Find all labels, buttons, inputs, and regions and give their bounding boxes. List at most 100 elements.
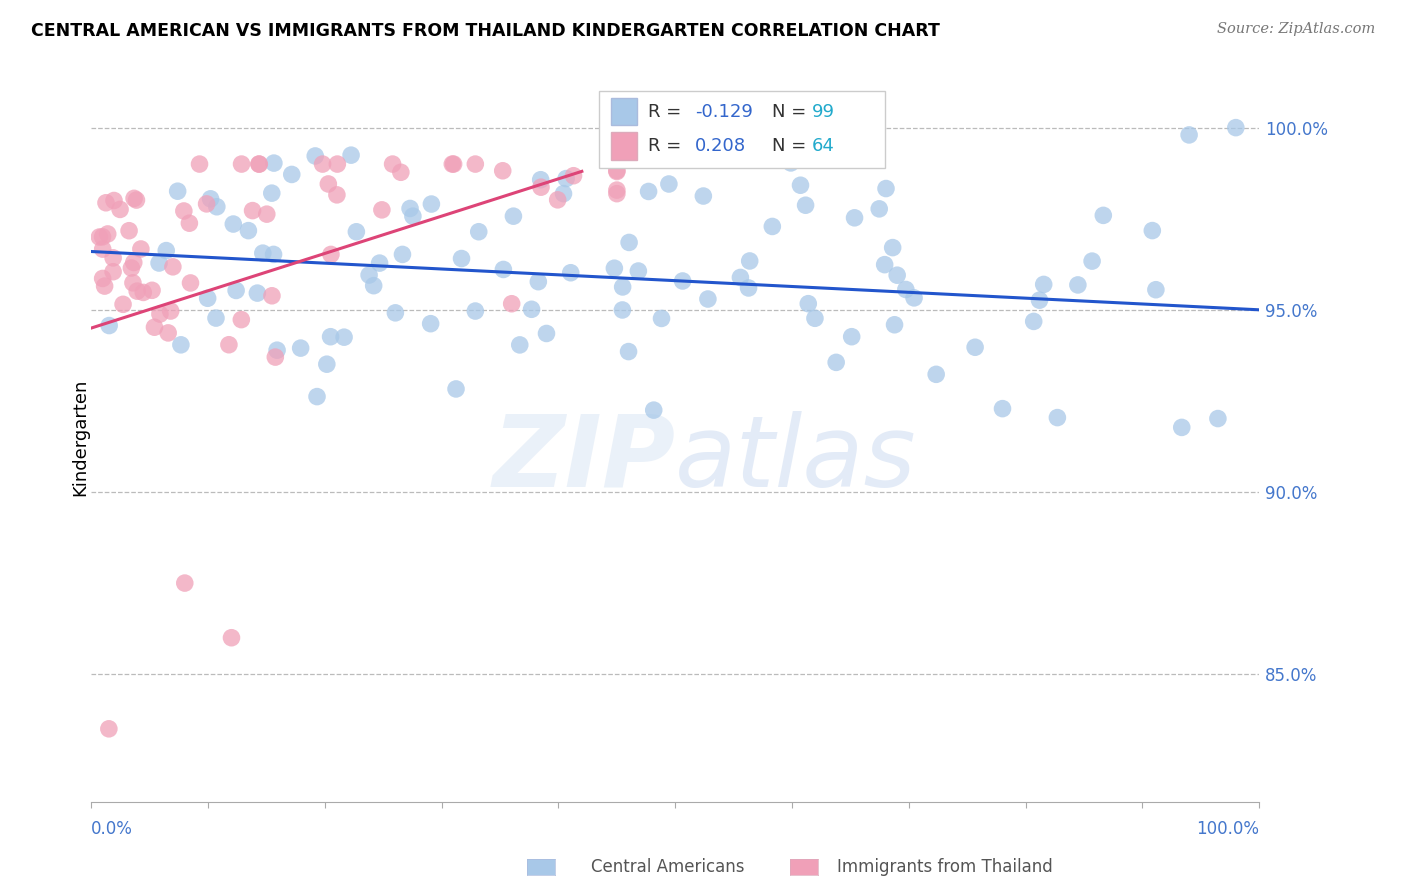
Text: CENTRAL AMERICAN VS IMMIGRANTS FROM THAILAND KINDERGARTEN CORRELATION CHART: CENTRAL AMERICAN VS IMMIGRANTS FROM THAI… [31,22,939,40]
Point [658,177,681,191]
Point [825,355,848,369]
Point [246,286,269,301]
Point [883,318,905,332]
Point [560,266,582,280]
Point [315,357,337,371]
Point [547,193,569,207]
Point [120,260,142,275]
Point [612,280,634,294]
Point [122,255,145,269]
Point [148,256,170,270]
Point [468,225,491,239]
Point [1225,120,1247,135]
Point [162,260,184,274]
Point [125,193,148,207]
Point [443,157,465,171]
Point [730,270,752,285]
Text: 0.208: 0.208 [695,136,747,155]
Point [536,326,558,341]
Point [1081,254,1104,268]
Text: 99: 99 [811,103,835,120]
Text: R =: R = [648,136,688,155]
Point [319,329,342,343]
Point [173,204,195,219]
Text: -0.129: -0.129 [695,103,754,120]
Point [1178,128,1201,142]
Point [132,285,155,300]
Point [1022,314,1045,328]
Point [1092,208,1115,222]
Point [173,576,195,591]
Point [260,186,283,201]
Point [643,403,665,417]
Text: atlas: atlas [675,410,917,508]
Point [91,230,114,244]
Point [444,382,467,396]
Point [797,296,820,310]
Point [627,264,650,278]
Point [205,311,228,326]
Point [231,157,253,171]
Text: ZIP: ZIP [492,410,675,508]
Text: 100.0%: 100.0% [1197,820,1260,838]
Point [159,304,181,318]
Text: 64: 64 [811,136,835,155]
Point [304,149,326,163]
Point [311,157,333,171]
Text: N =: N = [772,103,813,120]
Point [873,258,896,272]
Text: 0.0%: 0.0% [91,820,134,838]
Point [617,235,640,250]
FancyBboxPatch shape [612,98,637,126]
Point [149,307,172,321]
Point [841,329,863,343]
Point [868,202,890,216]
Point [886,268,908,283]
Point [97,722,120,736]
Point [141,283,163,297]
Point [501,297,523,311]
Point [333,330,356,344]
Point [340,148,363,162]
Point [103,194,125,208]
Point [530,180,553,194]
Point [875,181,897,195]
Point [326,157,349,171]
Point [603,261,626,276]
Point [101,265,124,279]
Point [363,278,385,293]
Point [129,242,152,256]
Point [389,165,412,179]
Point [464,304,486,318]
Point [530,172,553,186]
Point [804,311,827,326]
Point [98,318,121,333]
Point [221,631,243,645]
Point [606,164,628,178]
Point [617,344,640,359]
Point [200,192,222,206]
Point [903,291,925,305]
Point [492,262,515,277]
Point [1032,277,1054,292]
Point [965,340,987,354]
Point [402,209,425,223]
Point [252,246,274,260]
Point [231,312,253,326]
Point [318,177,340,191]
Text: Immigrants from Thailand: Immigrants from Thailand [837,858,1052,876]
Point [238,224,260,238]
Point [281,168,304,182]
Point [441,157,464,171]
Point [1206,411,1229,425]
Point [464,157,486,171]
Point [122,276,145,290]
Point [260,289,283,303]
Point [225,284,247,298]
Point [326,187,349,202]
Point [247,157,270,171]
Point [553,186,575,201]
Point [256,207,278,221]
Point [509,338,531,352]
Point [794,198,817,212]
